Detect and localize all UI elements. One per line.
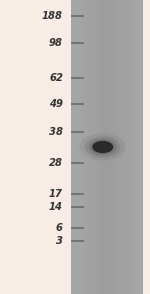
Ellipse shape bbox=[89, 139, 116, 155]
Text: 28: 28 bbox=[49, 158, 63, 168]
Text: 98: 98 bbox=[49, 38, 63, 48]
Text: 6: 6 bbox=[56, 223, 63, 233]
Text: 62: 62 bbox=[49, 73, 63, 83]
Ellipse shape bbox=[92, 141, 113, 153]
Ellipse shape bbox=[80, 133, 126, 161]
Text: 188: 188 bbox=[42, 11, 63, 21]
Ellipse shape bbox=[85, 136, 121, 158]
Text: 38: 38 bbox=[49, 127, 63, 137]
Text: 14: 14 bbox=[49, 202, 63, 212]
Text: 49: 49 bbox=[49, 99, 63, 109]
Text: 3: 3 bbox=[56, 236, 63, 246]
Text: 17: 17 bbox=[49, 189, 63, 199]
